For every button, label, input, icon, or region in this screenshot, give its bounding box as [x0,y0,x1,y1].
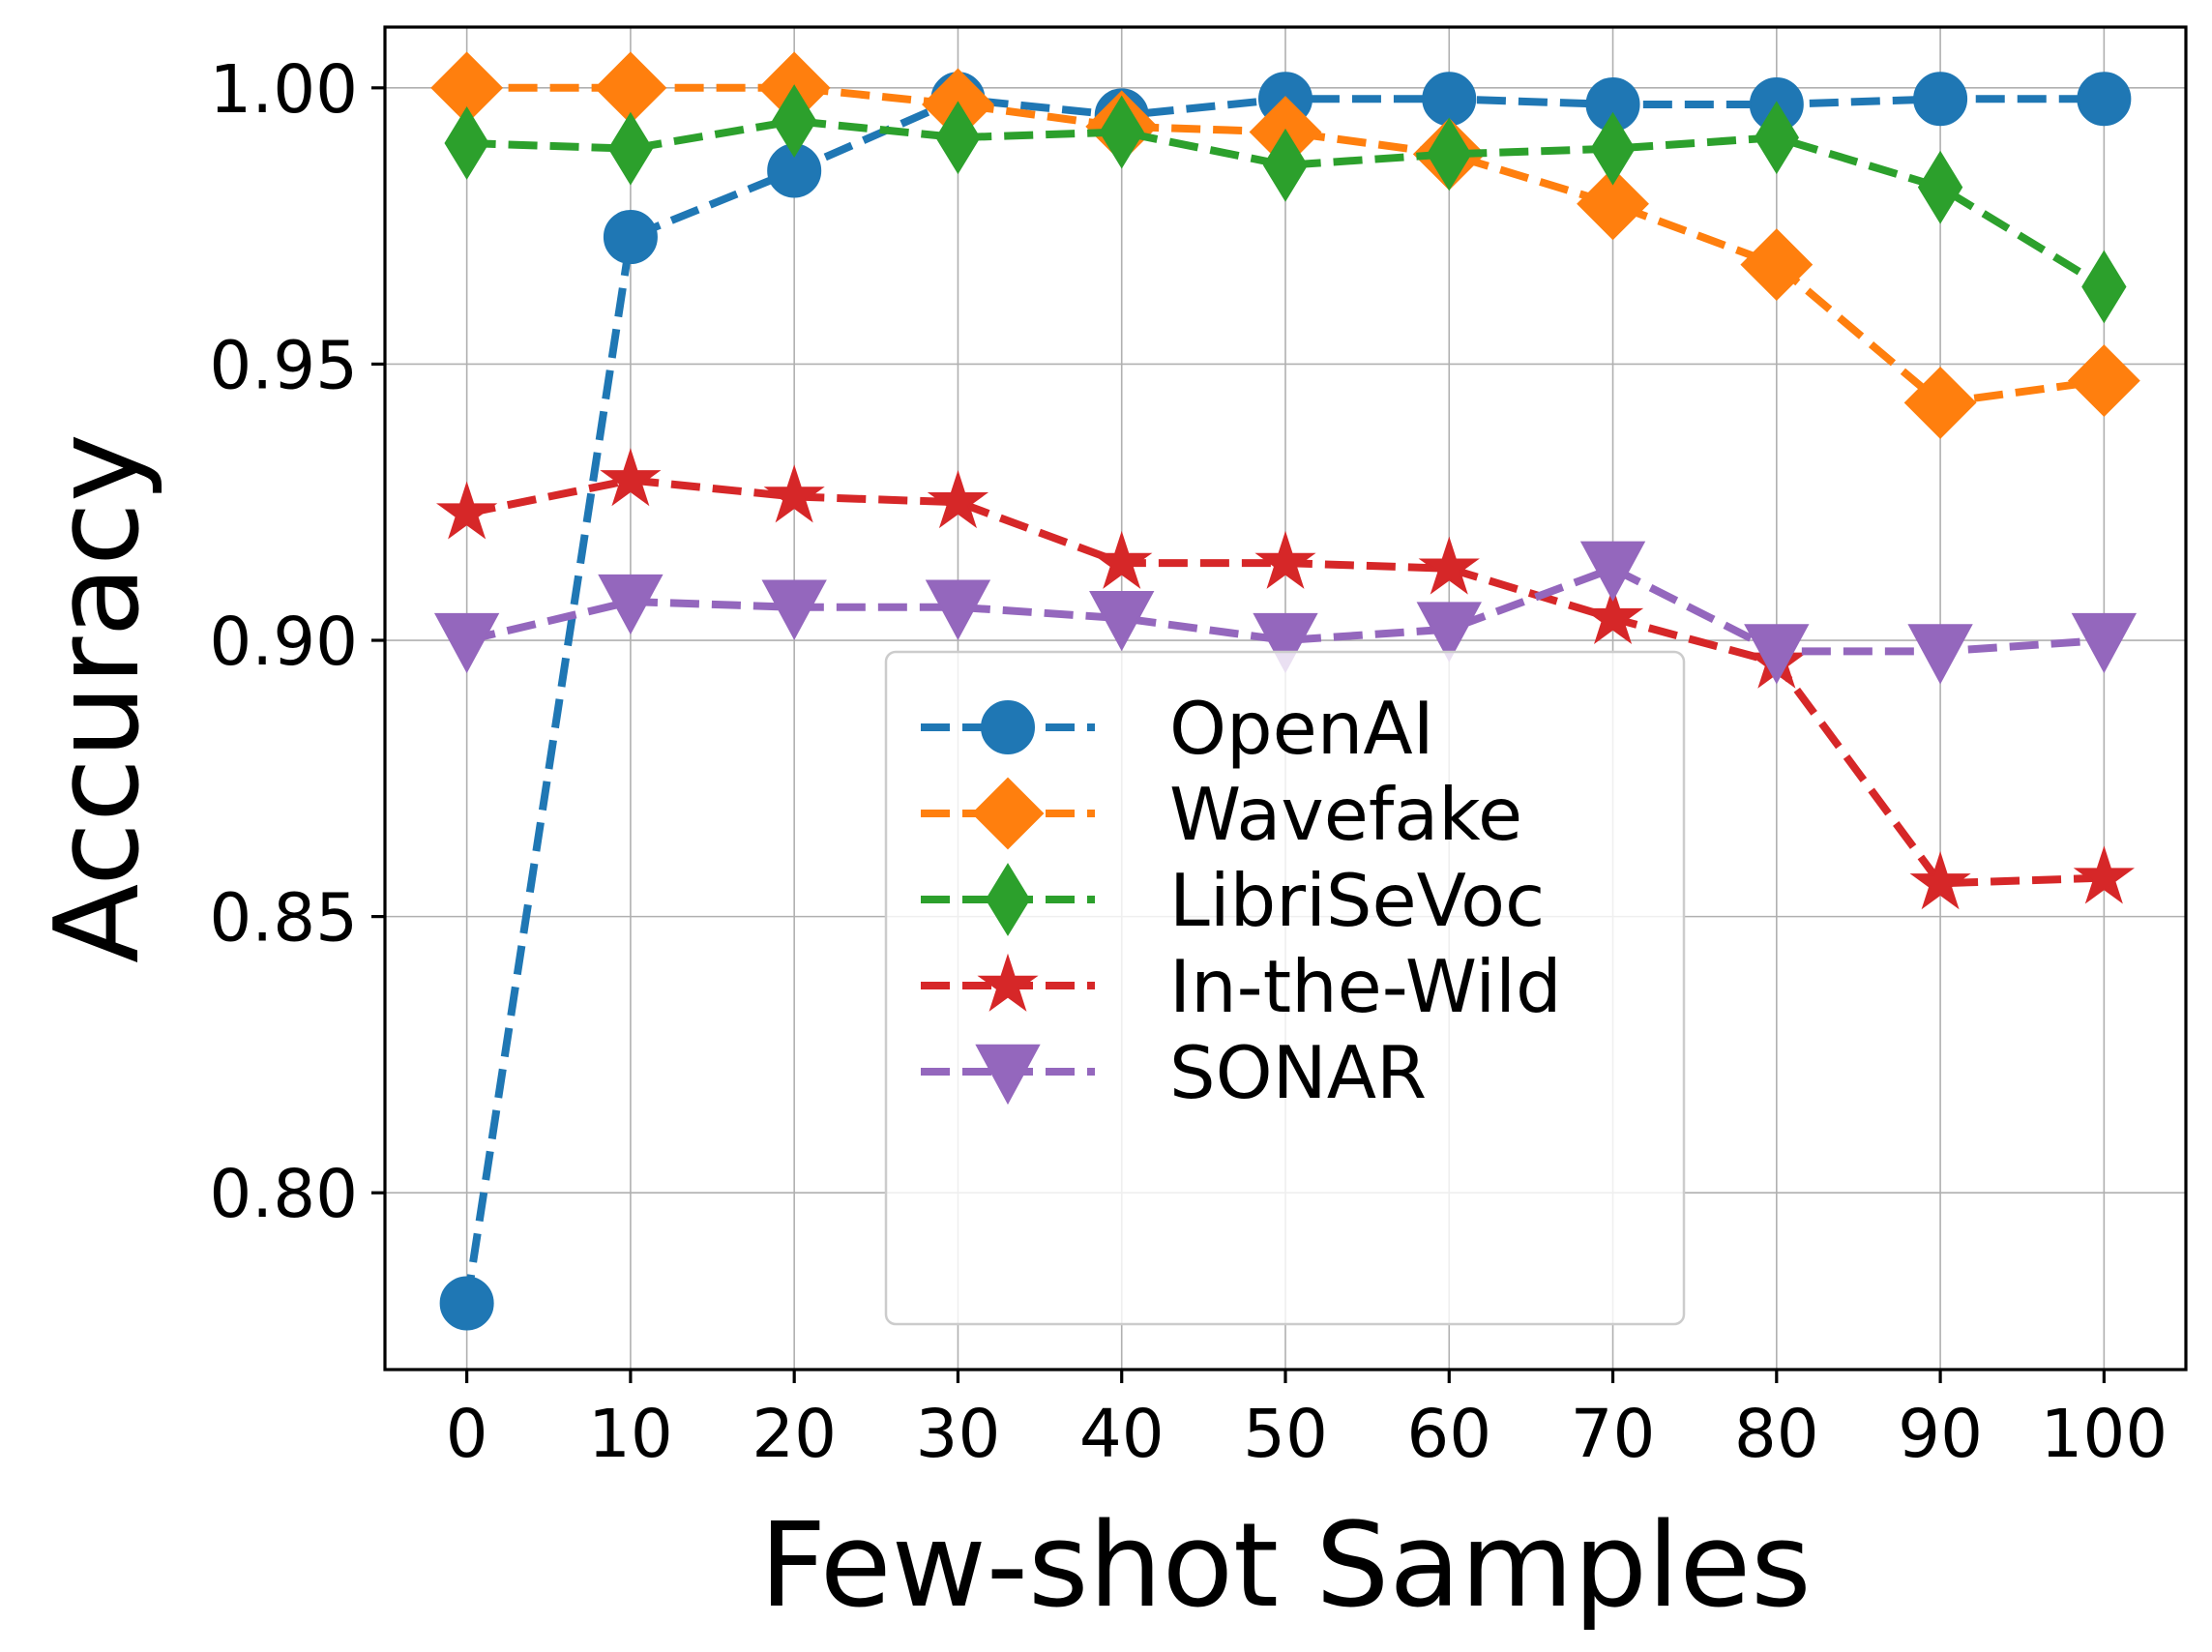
data-point [2071,612,2138,674]
data-point [1744,624,1810,685]
data-point [1917,150,1963,224]
legend-item-librisevoc: LibriSeVoc [921,858,1545,943]
data-point [1099,95,1144,169]
data-point [1089,590,1155,652]
series-sonar [433,541,2138,685]
legend-label: In-the-Wild [1169,944,1562,1029]
legend-marker [981,700,1035,754]
data-point [1913,72,1968,127]
series-line [466,83,2105,407]
data-point [935,101,981,175]
data-point [761,579,827,640]
data-point [1581,585,1644,645]
data-point [1579,541,1646,602]
legend-label: Wavefake [1169,772,1522,857]
legend-item-openai: OpenAI [921,686,1434,771]
axis-ticks: 0 10 20 30 40 50 60 70 80 90 100 0.80 0.85 0.90 0.95 1.… [209,51,2168,1473]
x-tick-label: 90 [1898,1396,1983,1473]
y-tick-label: 0.80 [209,1156,358,1233]
data-point [2081,250,2127,324]
data-point [2077,72,2132,127]
data-point [600,448,662,507]
data-point [436,481,498,540]
data-point [2073,845,2135,904]
data-point [1091,530,1153,589]
x-tick-label: 30 [916,1396,1001,1473]
legend-frame [884,650,1686,1326]
y-tick-label: 0.90 [209,604,358,681]
series-line [466,117,2107,290]
x-tick-label: 40 [1079,1396,1165,1473]
y-axis-title: Accuracy [31,433,165,963]
data-point [1577,167,1649,241]
x-tick-label: 100 [2041,1396,2168,1473]
data-point [433,612,500,674]
legend-item-in-the-wild: In-the-Wild [921,944,1562,1029]
data-point [1740,228,1814,302]
data-point [603,210,658,265]
legend-marker [977,953,1039,1012]
data-point [1253,612,1318,674]
legend-item-sonar: SONAR [921,1030,1427,1115]
data-point [772,84,817,159]
data-point [1422,72,1477,127]
legend-label: LibriSeVoc [1169,858,1545,943]
data-point [927,469,989,529]
data-point [1590,111,1636,186]
x-tick-label: 70 [1571,1396,1656,1473]
series-line [465,564,2105,656]
legend-marker [985,863,1031,936]
x-tick-label: 10 [588,1396,673,1473]
x-tick-label: 0 [446,1396,488,1473]
y-tick-label: 1.00 [209,51,358,129]
data-point [2067,344,2140,417]
y-tick-label: 0.95 [209,327,358,404]
y-tick-label: 0.85 [209,880,358,958]
plot-series [430,51,2140,1331]
x-axis-title: Few-shot Samples [759,1499,1811,1634]
legend-item-wavefake: Wavefake [921,772,1522,857]
data-point [1903,366,1977,439]
data-point [1754,101,1799,175]
data-point [439,1276,494,1331]
data-point [1427,117,1472,192]
data-point [598,574,664,635]
x-tick-label: 50 [1243,1396,1328,1473]
data-point [763,464,825,523]
x-tick-label: 80 [1734,1396,1819,1473]
legend-marker [975,1044,1041,1106]
data-point [607,111,654,186]
legend-label: OpenAI [1169,686,1434,771]
data-point [1416,602,1482,663]
data-point [1262,128,1309,202]
legend-label: SONAR [1169,1030,1427,1115]
data-point [925,579,991,640]
legend-marker [971,777,1045,850]
data-point [1909,851,1971,910]
data-point [1418,536,1480,595]
x-tick-label: 20 [752,1396,837,1473]
data-point [1907,624,1973,685]
x-tick-label: 60 [1406,1396,1491,1473]
data-point [1254,530,1316,589]
data-point [444,106,489,180]
series-librisevoc [444,84,2127,324]
